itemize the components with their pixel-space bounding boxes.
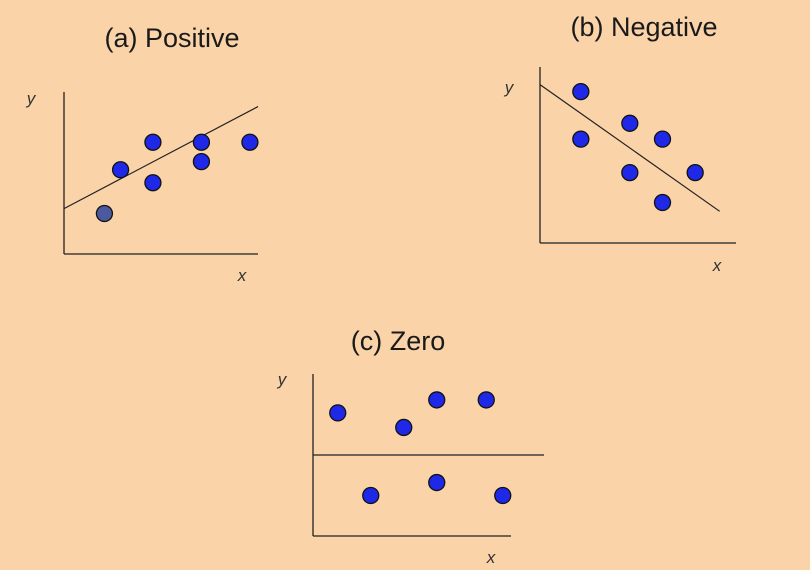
data-point-positive-2: [111, 161, 130, 179]
data-point-zero-1: [329, 404, 347, 422]
panel-negative: (b) Negative y x: [504, 12, 736, 275]
x-axis-label-positive: x: [237, 266, 247, 285]
data-point-positive-7: [241, 133, 259, 151]
data-point-positive-4: [144, 174, 162, 192]
data-point-positive-6: [192, 153, 211, 171]
data-point-zero-6: [428, 473, 446, 492]
data-point-positive-1: [95, 204, 114, 223]
data-point-positive-3: [144, 133, 162, 151]
data-point-negative-2: [572, 130, 590, 148]
y-axis-label-negative: y: [504, 78, 515, 97]
data-point-negative-5: [653, 130, 672, 148]
data-point-positive-5: [192, 133, 211, 151]
data-point-negative-7: [686, 163, 704, 182]
data-point-negative-3: [621, 114, 639, 132]
data-point-zero-2: [395, 418, 413, 437]
panel-title-negative: (b) Negative: [570, 12, 717, 42]
x-axis-label-zero: x: [486, 548, 496, 567]
x-axis-label-negative: x: [712, 256, 722, 275]
trend-line-positive: [63, 106, 259, 210]
data-point-zero-5: [362, 486, 380, 505]
data-point-negative-4: [621, 163, 639, 182]
data-point-zero-3: [428, 391, 446, 409]
panel-title-positive: (a) Positive: [104, 23, 239, 53]
data-point-zero-4: [477, 391, 495, 409]
y-axis-label-zero: y: [277, 370, 288, 389]
panel-zero: (c) Zero y x: [277, 326, 544, 567]
trend-line-negative: [539, 84, 721, 212]
data-point-negative-6: [653, 193, 672, 212]
panel-positive: (a) Positive y x: [26, 23, 259, 285]
panel-title-zero: (c) Zero: [351, 326, 446, 356]
y-axis-label-positive: y: [26, 89, 37, 108]
data-point-negative-1: [572, 82, 590, 101]
data-point-zero-7: [494, 486, 512, 505]
